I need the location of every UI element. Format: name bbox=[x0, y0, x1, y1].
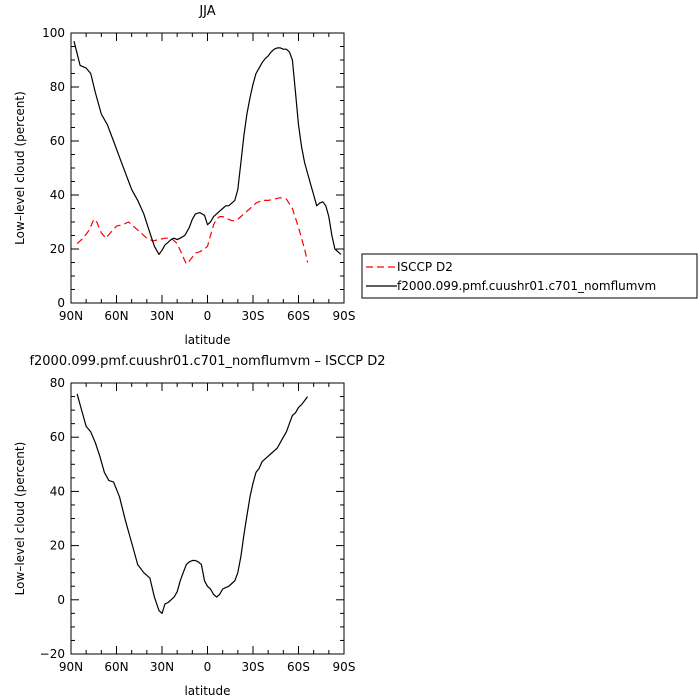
y-tick-label: 0 bbox=[57, 593, 65, 607]
x-axis-label: latitude bbox=[184, 333, 230, 347]
y-tick-label: 60 bbox=[50, 134, 65, 148]
x-tick-label: 60N bbox=[104, 309, 128, 323]
plot-frame bbox=[70, 32, 345, 304]
y-tick-label: 40 bbox=[50, 188, 65, 202]
x-tick-label: 90N bbox=[59, 660, 83, 674]
y-axis-label: Low–level cloud (percent) bbox=[13, 442, 27, 596]
y-tick-label: −20 bbox=[40, 647, 65, 661]
y-tick-label: 80 bbox=[50, 80, 65, 94]
legend: ISCCP D2 f2000.099.pmf.cuushr01.c701_nomf… bbox=[361, 253, 698, 299]
legend-label-0: ISCCP D2 bbox=[397, 260, 453, 274]
y-tick-label: 60 bbox=[50, 430, 65, 444]
x-tick-label: 30S bbox=[242, 309, 265, 323]
x-tick-label: 30N bbox=[150, 309, 174, 323]
legend-box bbox=[361, 253, 698, 299]
series-line-0 bbox=[76, 393, 309, 615]
series-line-1 bbox=[73, 40, 342, 255]
x-tick-label: 90S bbox=[333, 660, 356, 674]
x-tick-label: 60N bbox=[104, 660, 128, 674]
x-tick-label: 60S bbox=[287, 660, 310, 674]
top-panel: 90N 60N 30N 0 30S 60S 90S 0 20 40 60 80 100 JJA latitu… bbox=[13, 4, 355, 347]
x-axis-label: latitude bbox=[184, 684, 230, 698]
x-tick-label: 90N bbox=[59, 309, 83, 323]
legend-label-1: f2000.099.pmf.cuushr01.c701_nomflumvm bbox=[397, 279, 656, 293]
y-tick-label: 20 bbox=[50, 242, 65, 256]
panel-title: f2000.099.pmf.cuushr01.c701_nomflumvm – … bbox=[29, 354, 385, 369]
x-tick-label: 30N bbox=[150, 660, 174, 674]
y-tick-label: 20 bbox=[50, 539, 65, 553]
y-axis-label: Low–level cloud (percent) bbox=[13, 91, 27, 245]
x-tick-label: 30S bbox=[242, 660, 265, 674]
y-tick-label: 100 bbox=[42, 26, 65, 40]
y-tick-label: 80 bbox=[50, 376, 65, 390]
x-tick-label: 90S bbox=[333, 309, 356, 323]
bottom-panel: 90N 60N 30N 0 30S 60S 90S −20 0 20 40 60 80 f2000.099… bbox=[13, 354, 386, 698]
x-tick-label: 0 bbox=[204, 660, 212, 674]
series-line-0 bbox=[76, 197, 309, 265]
plot-frame bbox=[70, 382, 345, 655]
x-tick-label: 0 bbox=[204, 309, 212, 323]
y-tick-label: 40 bbox=[50, 484, 65, 498]
panel-title: JJA bbox=[198, 4, 215, 19]
y-tick-label: 0 bbox=[57, 296, 65, 310]
x-tick-label: 60S bbox=[287, 309, 310, 323]
